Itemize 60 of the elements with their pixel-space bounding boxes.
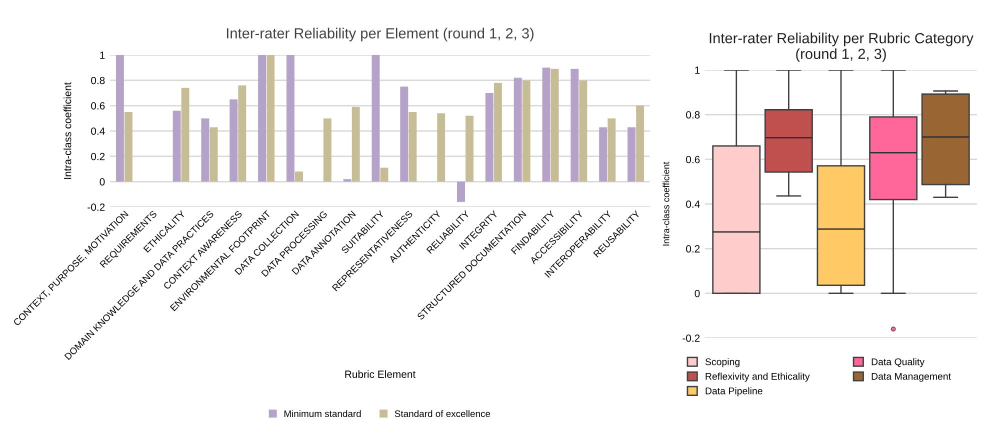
bar bbox=[466, 116, 474, 182]
y-tick-label: 0.6 bbox=[686, 156, 700, 164]
bar bbox=[608, 118, 616, 182]
bar bbox=[124, 112, 132, 182]
y-tick-label: 0 bbox=[100, 178, 105, 186]
y-axis-title: Intra-class coefficient bbox=[64, 82, 72, 179]
bar bbox=[295, 172, 303, 182]
legend-label: Standard of excellence bbox=[394, 410, 490, 418]
y-tick-label: 0.4 bbox=[91, 128, 105, 135]
y-axis-title: Intra-class coefficient bbox=[662, 162, 670, 246]
y-tick-label: -0.2 bbox=[682, 334, 700, 342]
bar bbox=[636, 106, 644, 182]
bar bbox=[116, 55, 124, 182]
chart-title: Inter-rater Reliability per Rubric Category (round 1, 2, 3) bbox=[710, 32, 974, 62]
legend-label: Minimum standard bbox=[284, 410, 361, 418]
bar bbox=[266, 55, 275, 182]
chart-title: Inter-rater Reliability per Element (round 1, 2, 3) bbox=[226, 28, 534, 42]
legend-label: Data Pipeline bbox=[706, 387, 762, 396]
legend-label: Scoping bbox=[705, 358, 740, 368]
bar bbox=[201, 118, 210, 182]
bar bbox=[258, 55, 266, 182]
legend-label: Data Management bbox=[872, 373, 951, 382]
bar bbox=[522, 80, 530, 182]
bar bbox=[542, 68, 550, 182]
bar bbox=[323, 118, 332, 182]
bar bbox=[380, 168, 388, 182]
y-tick-label: 0.2 bbox=[91, 152, 105, 160]
bar bbox=[570, 68, 579, 182]
bar bbox=[485, 93, 494, 182]
bar bbox=[238, 85, 246, 182]
y-tick-label: 1 bbox=[695, 66, 700, 74]
bar bbox=[352, 106, 360, 182]
bar bbox=[550, 68, 559, 182]
bar bbox=[514, 78, 522, 182]
legend-label: Reflexivity and Ethicality bbox=[706, 372, 810, 382]
bar bbox=[400, 86, 408, 182]
y-tick-label: 0.8 bbox=[686, 111, 700, 119]
y-tick-label: 1 bbox=[100, 52, 105, 59]
x-axis-title: Rubric Element bbox=[345, 370, 416, 378]
bar bbox=[494, 82, 502, 182]
y-tick-label: 0.2 bbox=[686, 245, 700, 253]
bar bbox=[343, 179, 352, 182]
bar bbox=[437, 113, 446, 182]
bar bbox=[457, 182, 465, 202]
y-tick-label: 0.4 bbox=[686, 200, 700, 208]
bar bbox=[172, 110, 181, 182]
bar bbox=[579, 80, 588, 182]
bar bbox=[408, 112, 417, 182]
y-tick-label: 0 bbox=[694, 290, 700, 298]
bar bbox=[181, 88, 190, 182]
bar bbox=[628, 127, 636, 182]
bar bbox=[372, 55, 380, 182]
bar bbox=[599, 127, 608, 182]
y-tick-label: -0.2 bbox=[88, 204, 105, 211]
bar bbox=[286, 55, 294, 182]
y-tick-label: 0.6 bbox=[91, 102, 105, 110]
bar bbox=[210, 127, 218, 182]
legend-label: Data Quality bbox=[872, 358, 925, 368]
y-tick-label: 0.8 bbox=[91, 76, 105, 84]
bar bbox=[230, 99, 238, 182]
